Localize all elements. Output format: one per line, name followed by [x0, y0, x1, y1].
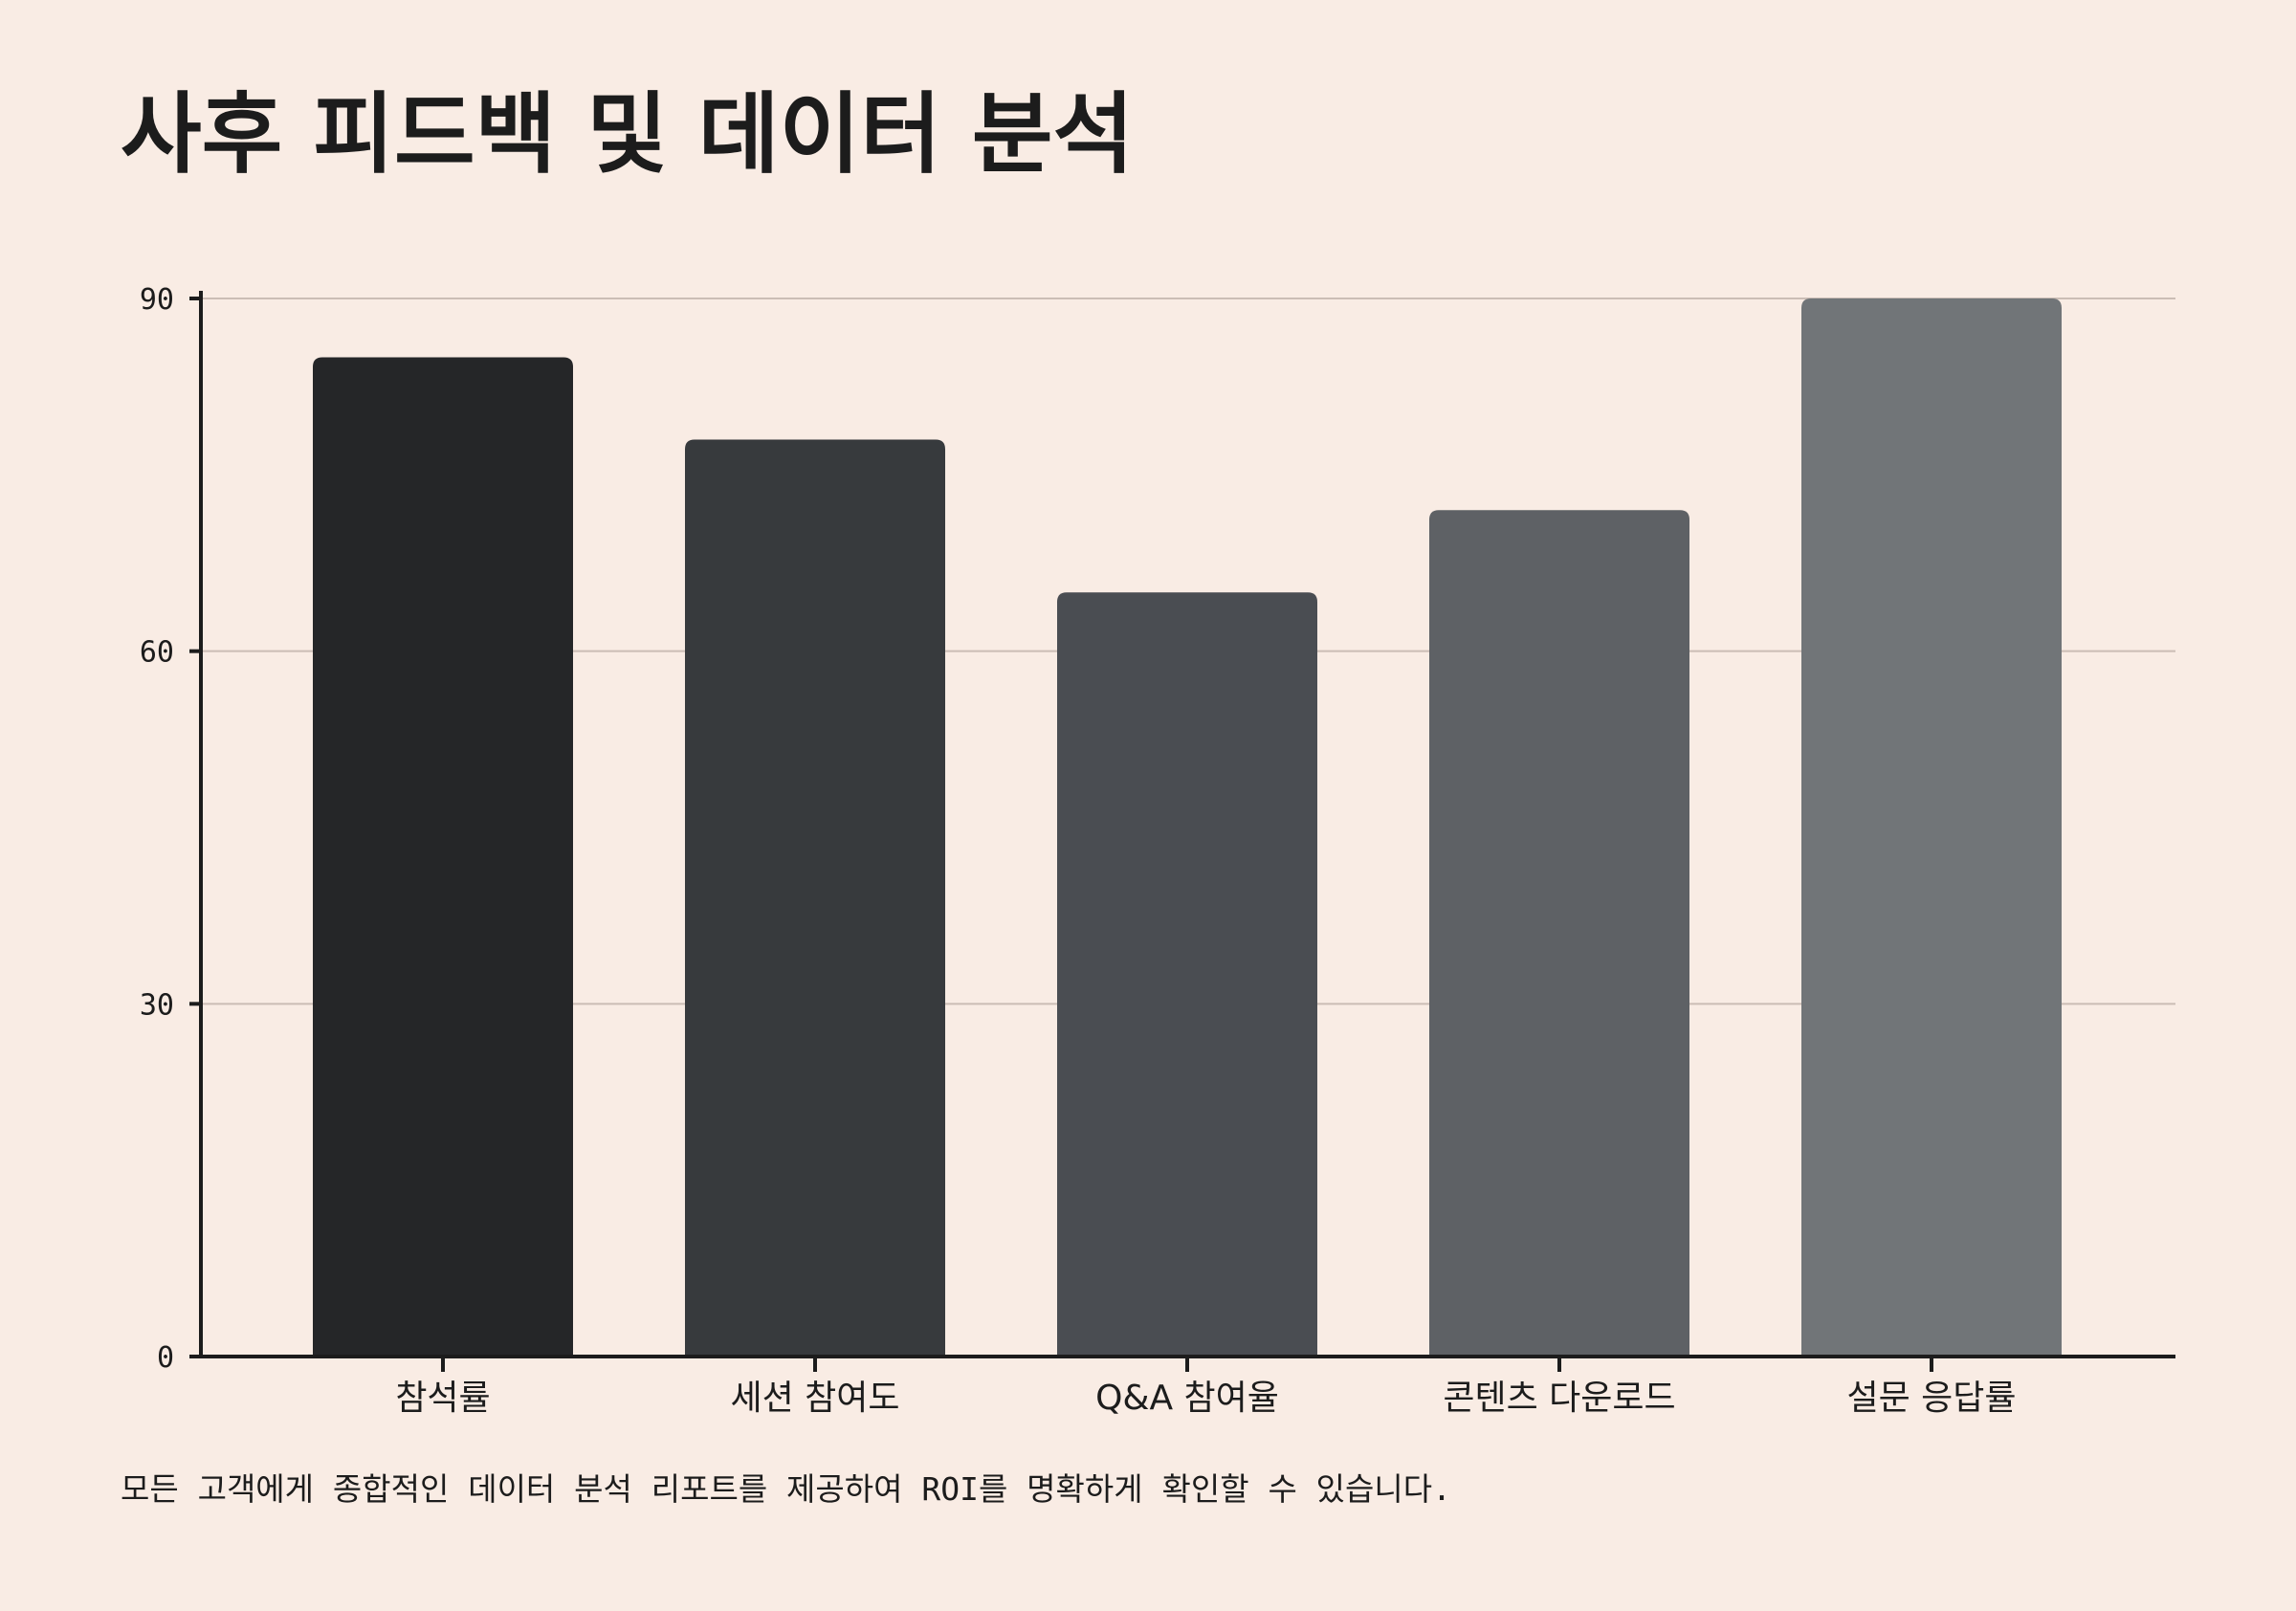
- bar: [685, 439, 945, 1357]
- y-tick-label: 30: [140, 988, 174, 1022]
- y-tick-label: 90: [140, 283, 174, 317]
- x-axis-ticks: 참석률 세션 참여도 Q&A 참여율 콘텐츠 다운로드 설문 응답률: [395, 1357, 2017, 1418]
- bar: [1057, 592, 1317, 1357]
- x-tick-label: 설문 응답률: [1846, 1379, 2016, 1418]
- y-tick-label: 0: [157, 1341, 174, 1375]
- y-tick-label: 60: [140, 636, 174, 670]
- bar: [1429, 510, 1689, 1357]
- chart-caption: 모든 고객에게 종합적인 데이터 분석 리포트를 제공하여 ROI를 명확하게 …: [121, 1470, 1451, 1508]
- x-tick-label: Q&A 참여율: [1095, 1379, 1279, 1418]
- x-tick-label: 참석률: [395, 1379, 490, 1418]
- bars: [313, 298, 2062, 1357]
- x-tick-label: 세션 참여도: [730, 1379, 899, 1418]
- bar: [313, 357, 573, 1357]
- x-tick-label: 콘텐츠 다운로드: [1443, 1379, 1675, 1418]
- page-title: 사후 피드백 및 데이터 분석: [121, 83, 1135, 186]
- y-axis-ticks: 0 30 60 90: [140, 283, 201, 1375]
- bar: [1801, 298, 2062, 1357]
